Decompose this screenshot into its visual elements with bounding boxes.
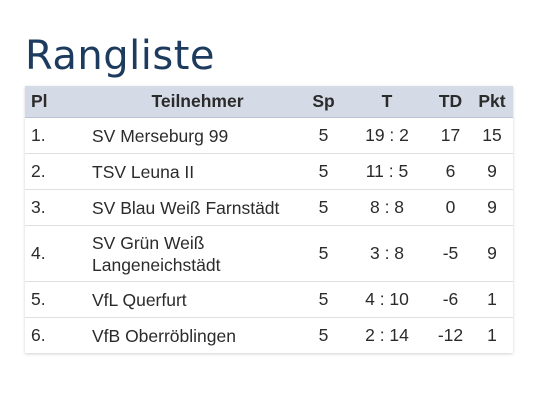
team-name-link[interactable]: SV Blau Weiß Farnstädt	[92, 189, 303, 226]
header-teilnehmer[interactable]: Teilnehmer	[92, 86, 303, 118]
rank-cell: 3.	[25, 189, 92, 226]
goal-difference-cell: 17	[430, 117, 471, 154]
points-cell: 9	[471, 153, 513, 190]
header-sp[interactable]: Sp	[303, 86, 344, 118]
goal-difference-cell: -5	[430, 225, 471, 282]
team-name-link[interactable]: SV Merseburg 99	[92, 117, 303, 154]
goals-cell: 3 : 8	[344, 225, 430, 282]
team-name-link[interactable]: VfL Querfurt	[92, 281, 303, 318]
games-played-cell: 5	[303, 117, 344, 154]
games-played-cell: 5	[303, 317, 344, 353]
goals-cell: 19 : 2	[344, 117, 430, 154]
goal-difference-cell: 0	[430, 189, 471, 226]
table-row[interactable]: 1. SV Merseburg 99 5 19 : 2 17 15	[25, 117, 513, 154]
table-row[interactable]: 3. SV Blau Weiß Farnstädt 5 8 : 8 0 9	[25, 189, 513, 226]
rank-cell: 5.	[25, 281, 92, 318]
goals-cell: 4 : 10	[344, 281, 430, 318]
goal-difference-cell: -6	[430, 281, 471, 318]
header-t[interactable]: T	[344, 86, 430, 118]
table-row[interactable]: 2. TSV Leuna II 5 11 : 5 6 9	[25, 153, 513, 190]
goals-cell: 8 : 8	[344, 189, 430, 226]
games-played-cell: 5	[303, 281, 344, 318]
table-row[interactable]: 6. VfB Oberröblingen 5 2 : 14 -12 1	[25, 317, 513, 353]
games-played-cell: 5	[303, 153, 344, 190]
points-cell: 1	[471, 317, 513, 353]
goal-difference-cell: -12	[430, 317, 471, 353]
points-cell: 9	[471, 189, 513, 226]
goals-cell: 2 : 14	[344, 317, 430, 353]
points-cell: 1	[471, 281, 513, 318]
header-pl[interactable]: Pl	[25, 86, 92, 118]
table-header-row: Pl Teilnehmer Sp T TD Pkt	[25, 86, 513, 118]
team-name-link[interactable]: SV Grün Weiß Langeneichstädt	[92, 225, 303, 282]
standings-table: Pl Teilnehmer Sp T TD Pkt 1. SV Mersebur…	[25, 86, 513, 353]
team-name-link[interactable]: VfB Oberröblingen	[92, 317, 303, 353]
table-row[interactable]: 5. VfL Querfurt 5 4 : 10 -6 1	[25, 281, 513, 318]
team-name-link[interactable]: TSV Leuna II	[92, 153, 303, 190]
points-cell: 15	[471, 117, 513, 154]
rank-cell: 2.	[25, 153, 92, 190]
points-cell: 9	[471, 225, 513, 282]
rank-cell: 1.	[25, 117, 92, 154]
rank-cell: 6.	[25, 317, 92, 353]
goals-cell: 11 : 5	[344, 153, 430, 190]
games-played-cell: 5	[303, 225, 344, 282]
header-td[interactable]: TD	[430, 86, 471, 118]
goal-difference-cell: 6	[430, 153, 471, 190]
header-pkt[interactable]: Pkt	[471, 86, 513, 118]
games-played-cell: 5	[303, 189, 344, 226]
table-row[interactable]: 4. SV Grün Weiß Langeneichstädt 5 3 : 8 …	[25, 225, 513, 282]
page-title: Rangliste	[25, 33, 216, 79]
rank-cell: 4.	[25, 225, 92, 282]
